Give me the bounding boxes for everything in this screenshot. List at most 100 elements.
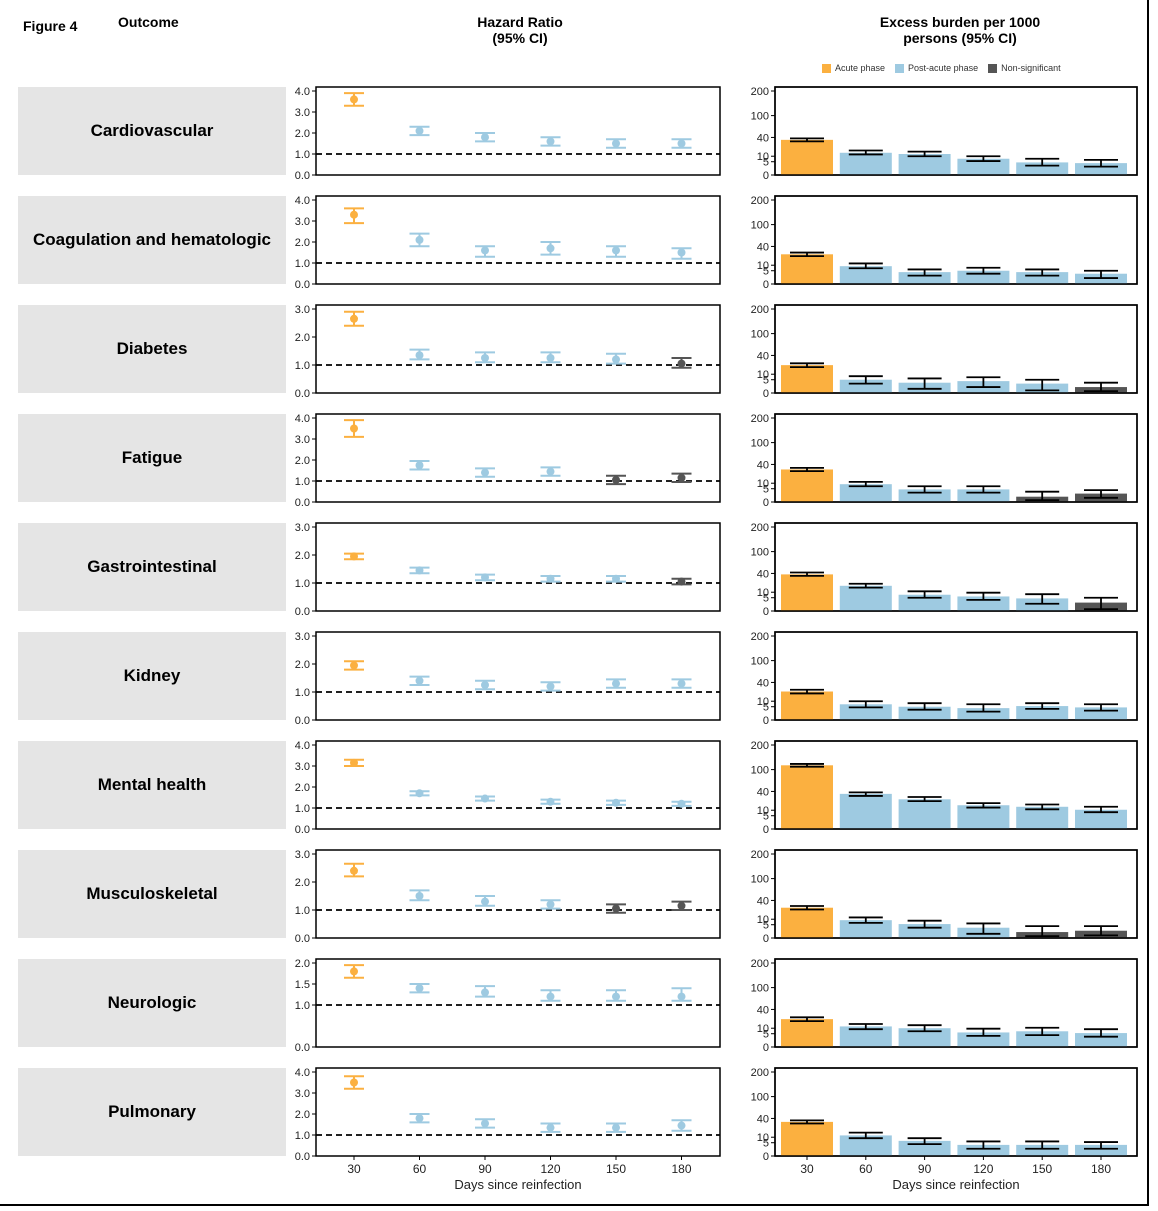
eb-y-tick-label: 200	[751, 522, 769, 534]
hr-y-tick-label: 2.0	[295, 455, 310, 467]
hr-y-tick-label: 0.0	[295, 388, 310, 400]
hr-y-tick-label: 1.0	[295, 578, 310, 590]
hr-y-tick-label: 1.0	[295, 687, 310, 699]
eb-y-tick-label: 10	[757, 478, 769, 490]
hr-point	[612, 798, 620, 807]
eb-bar	[781, 469, 833, 502]
eb-y-tick-label: 40	[757, 241, 769, 253]
eb-bar	[898, 799, 951, 829]
legend-item-acute: Acute phase	[822, 63, 885, 73]
hr-point	[546, 354, 555, 362]
outcome-label: Kidney	[18, 632, 286, 720]
eb-y-tick-label: 10	[757, 587, 769, 599]
hr-point	[415, 351, 424, 360]
hr-y-tick-label: 0.0	[295, 170, 310, 182]
eb-y-tick-label: 100	[751, 983, 769, 995]
eb-bar	[957, 708, 1010, 720]
hr-point	[677, 139, 686, 148]
hr-point	[546, 900, 555, 909]
eb-bar	[781, 765, 833, 829]
eb-bar	[839, 920, 892, 938]
hr-point	[546, 137, 555, 146]
eb-y-tick-label: 0	[763, 1042, 769, 1054]
hazard-ratio-header-line1: Hazard Ratio	[477, 14, 563, 30]
hr-x-tick-label: 150	[606, 1162, 626, 1176]
eb-y-tick-label: 200	[751, 740, 769, 752]
eb-x-tick-label: 150	[1032, 1162, 1052, 1176]
hr-point	[415, 676, 424, 685]
hr-point	[481, 246, 489, 255]
eb-y-tick-label: 5	[763, 157, 769, 169]
hr-panel-frame	[315, 413, 721, 503]
eb-y-tick-label: 200	[751, 849, 769, 861]
eb-y-tick-label: 10	[757, 151, 769, 163]
eb-panel-frame-top	[774, 1067, 1138, 1157]
hr-point	[546, 467, 555, 476]
eb-y-tick-label: 0	[763, 170, 769, 182]
hr-y-tick-label: 3.0	[295, 216, 310, 228]
hr-x-tick-label: 120	[540, 1162, 560, 1176]
hr-y-tick-label: 2.0	[295, 237, 310, 249]
outcome-label: Neurologic	[18, 959, 286, 1047]
hr-panel-frame	[315, 1067, 721, 1157]
hr-point	[612, 355, 620, 364]
outcome-header: Outcome	[118, 14, 179, 30]
eb-bar	[839, 1026, 892, 1047]
eb-y-tick-label: 200	[751, 1067, 769, 1079]
eb-bar	[781, 691, 833, 720]
eb-bar	[839, 152, 892, 175]
hr-point	[612, 246, 620, 255]
outcome-label: Fatigue	[18, 414, 286, 502]
hr-y-tick-label: 0.0	[295, 606, 310, 618]
eb-y-tick-label: 0	[763, 497, 769, 509]
eb-y-tick-label: 10	[757, 369, 769, 381]
hr-panel-frame	[315, 631, 721, 721]
hr-y-tick-label: 1.0	[295, 149, 310, 161]
eb-y-tick-label: 5	[763, 1138, 769, 1150]
hr-point	[546, 244, 555, 253]
hr-point	[677, 577, 686, 586]
eb-x-axis-label: Days since reinfection	[892, 1177, 1019, 1192]
eb-y-tick-label: 100	[751, 765, 769, 777]
hr-point	[677, 799, 686, 808]
eb-bar	[839, 484, 892, 502]
eb-bar	[1016, 806, 1069, 829]
eb-y-tick-label: 5	[763, 811, 769, 823]
hr-point	[612, 992, 620, 1001]
hr-point	[481, 468, 489, 477]
legend: Acute phase Post-acute phase Non-signifi…	[822, 63, 1061, 73]
eb-y-tick-label: 40	[757, 1004, 769, 1016]
hr-point	[415, 892, 424, 900]
hr-y-tick-label: 1.0	[295, 1130, 310, 1142]
outcome-label: Gastrointestinal	[18, 523, 286, 611]
outcome-label: Cardiovascular	[18, 87, 286, 175]
eb-y-tick-label: 0	[763, 715, 769, 727]
eb-panel-frame-top	[774, 958, 1138, 1048]
hr-y-tick-label: 4.0	[295, 413, 310, 425]
eb-bar	[839, 266, 892, 284]
legend-label-post-acute: Post-acute phase	[908, 63, 979, 73]
eb-y-tick-label: 40	[757, 895, 769, 907]
legend-swatch-non-significant	[988, 63, 998, 73]
hr-point	[612, 904, 620, 913]
legend-item-post-acute: Post-acute phase	[895, 63, 978, 73]
hr-y-tick-label: 4.0	[295, 195, 310, 207]
eb-bar	[781, 907, 833, 938]
hr-y-tick-label: 4.0	[295, 1067, 310, 1079]
eb-y-tick-label: 40	[757, 568, 769, 580]
hr-point	[612, 475, 620, 484]
eb-y-tick-label: 10	[757, 1132, 769, 1144]
eb-y-tick-label: 40	[757, 350, 769, 362]
hr-point	[350, 758, 358, 767]
eb-bar	[1075, 1144, 1127, 1156]
hr-point	[546, 992, 555, 1001]
hr-point	[481, 1119, 489, 1128]
hr-y-tick-label: 0.0	[295, 1151, 310, 1163]
hr-y-tick-label: 0.0	[295, 1042, 310, 1054]
eb-bar	[781, 1019, 833, 1047]
hr-y-tick-label: 1.0	[295, 360, 310, 372]
eb-y-tick-label: 200	[751, 413, 769, 425]
hr-point	[546, 682, 555, 691]
hr-point	[350, 967, 358, 976]
